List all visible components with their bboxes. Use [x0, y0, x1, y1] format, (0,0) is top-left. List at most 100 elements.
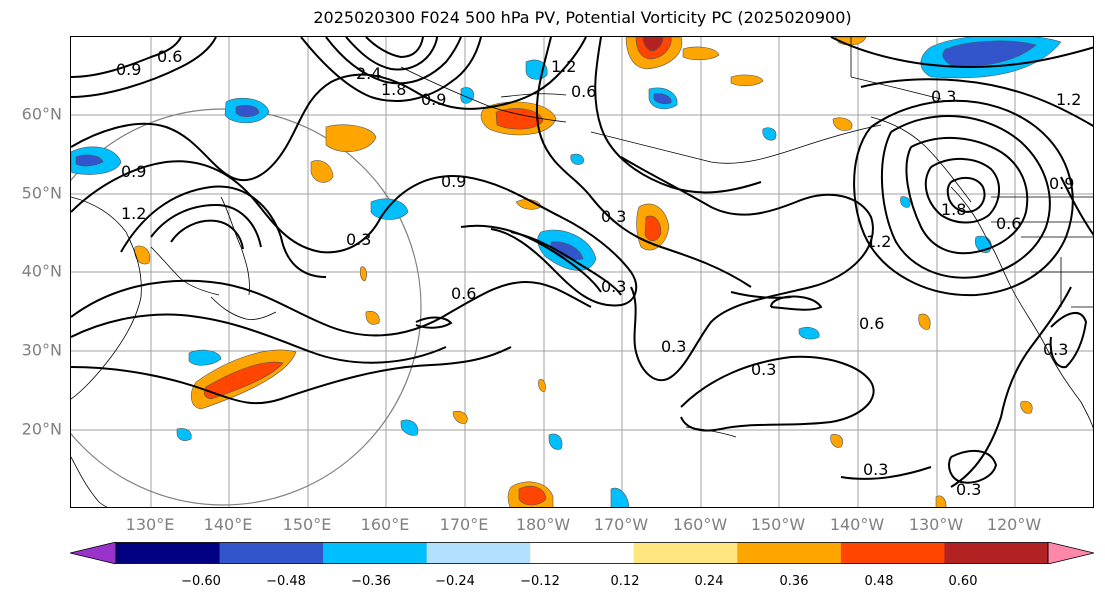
pv-contour — [510, 231, 622, 296]
pv-contour — [71, 346, 512, 405]
colorbar-tick-label: −0.24 — [435, 574, 475, 589]
lon-label-140e: 140°E — [203, 515, 253, 534]
lon-label-150e: 150°E — [282, 515, 332, 534]
map-canvas: 0.9 0.6 2.4 1.8 0.9 1.2 0.6 0.9 1.2 0.3 … — [71, 37, 1093, 507]
pv-contour — [325, 37, 462, 85]
contour-label-0.3-east: 0.3 — [751, 360, 776, 379]
positive-pv-blob — [452, 410, 468, 424]
pv-contour — [830, 37, 1093, 69]
contour-label-0.3-canada: 0.3 — [931, 87, 956, 106]
negative-pv-blob — [235, 104, 260, 118]
contour-label-0.3-japan: 0.3 — [346, 230, 371, 249]
contour-label-0.6-dateline: 0.6 — [451, 284, 476, 303]
colorbar-tick-label: 0.36 — [779, 574, 809, 589]
lat-label-40n: 40°N — [21, 261, 62, 281]
positive-pv-blob — [935, 495, 947, 507]
contour-label-1.8-gulf: 1.8 — [941, 200, 966, 219]
pv-contour — [150, 203, 262, 248]
positive-pv-blob — [538, 379, 546, 392]
negative-pv-blob — [653, 93, 672, 105]
pv-contour — [415, 316, 453, 329]
colorbar-tick-label: −0.48 — [266, 574, 306, 589]
contour-label-0.3-central: 0.3 — [601, 207, 626, 226]
lon-label-150w: 150°W — [750, 515, 806, 534]
negative-pv-blob — [762, 127, 777, 141]
contour-label-2.4: 2.4 — [356, 64, 381, 83]
negative-pv-blob — [370, 198, 409, 220]
pv-contour — [853, 99, 1074, 297]
contour-label-0.9-nw: 0.9 — [116, 60, 141, 79]
negative-pv-blob — [400, 419, 419, 436]
colorbar-cell — [944, 542, 1049, 564]
positive-pv-blob — [644, 215, 662, 242]
contour-label-0.6-aleutian: 0.6 — [571, 82, 596, 101]
contour-label-0.3-dateline: 0.3 — [601, 277, 626, 296]
negative-pv-blob — [176, 428, 192, 441]
negative-pv-blob — [610, 487, 630, 507]
positive-pv-blob — [730, 74, 764, 87]
positive-pv-blob — [495, 108, 544, 130]
colorbar-cell — [840, 542, 945, 564]
positive-pv-blob — [682, 46, 720, 61]
pv-contour — [71, 313, 447, 364]
pv-contour — [948, 449, 998, 484]
lon-label-160w: 160°W — [672, 515, 728, 534]
colorbar-cell — [633, 542, 738, 564]
pv-contour — [300, 37, 482, 103]
coastlines — [71, 37, 1093, 507]
lon-label-130e: 130°E — [125, 515, 175, 534]
pv-contour — [380, 175, 638, 307]
negative-pv-blob — [188, 349, 222, 366]
colorbar-low-extend — [70, 542, 117, 564]
colorbar-high-extend — [1047, 542, 1094, 564]
colorbar-tick-label: −0.12 — [520, 574, 560, 589]
pv-contour — [365, 37, 424, 59]
pv-contour — [924, 157, 1000, 224]
contour-label-1.2-gulf: 1.2 — [866, 232, 891, 251]
pv-contour — [345, 37, 438, 71]
pv-contour — [71, 37, 587, 182]
lat-label-50n: 50°N — [21, 183, 62, 203]
positive-pv-blob — [134, 245, 151, 265]
pv-contour — [535, 37, 752, 288]
positive-pv-blob — [832, 117, 853, 131]
pv-contour — [71, 279, 592, 337]
lon-label-160e: 160°E — [360, 515, 410, 534]
lat-label-20n: 20°N — [21, 419, 62, 439]
contour-label-0.9-canada: 0.9 — [1049, 174, 1074, 193]
pv-contour — [680, 355, 875, 432]
pv-contour — [905, 136, 1029, 255]
pv-contour — [460, 224, 602, 293]
negative-pv-blob — [942, 40, 1037, 67]
contour-label-0.9-bering: 0.9 — [421, 90, 446, 109]
lon-label-170w: 170°W — [593, 515, 649, 534]
pv-contour — [120, 185, 327, 278]
colorbar-cell — [426, 542, 531, 564]
negative-pv-blob — [460, 87, 474, 104]
colorbar-tick-label: −0.60 — [181, 574, 221, 589]
pv-contour — [71, 37, 217, 98]
positive-pv-blob — [830, 434, 843, 448]
lon-label-140w: 140°W — [829, 515, 885, 534]
colorbar-cell — [219, 542, 324, 564]
lon-label-130w: 130°W — [908, 515, 964, 534]
colorbar-cell — [530, 542, 635, 564]
contour-label-0.3-south: 0.3 — [956, 480, 981, 499]
contour-label-0.9-central: 0.9 — [441, 172, 466, 191]
contour-label-0.6-east: 0.6 — [859, 314, 884, 333]
chart-title: 2025020300 F024 500 hPa PV, Potential Vo… — [313, 8, 852, 27]
pv-contour — [860, 78, 1093, 127]
contour-label-0.3-subtropic: 0.3 — [661, 337, 686, 356]
colorbar-cell — [116, 542, 221, 564]
colorbar-tick-label: 0.48 — [864, 574, 894, 589]
positive-pv-blob — [642, 37, 664, 52]
positive-pv-blob — [518, 486, 547, 506]
colorbar-tick-label: 0.60 — [948, 574, 978, 589]
positive-pv-blob — [365, 310, 380, 325]
positive-pv-blob — [310, 160, 334, 183]
pv-contour — [594, 37, 762, 194]
colorbar-tick-label: −0.36 — [351, 574, 391, 589]
contour-label-1.2-japan: 1.2 — [121, 204, 146, 223]
pv-contour — [170, 219, 244, 250]
positive-pv-blob — [325, 124, 377, 152]
